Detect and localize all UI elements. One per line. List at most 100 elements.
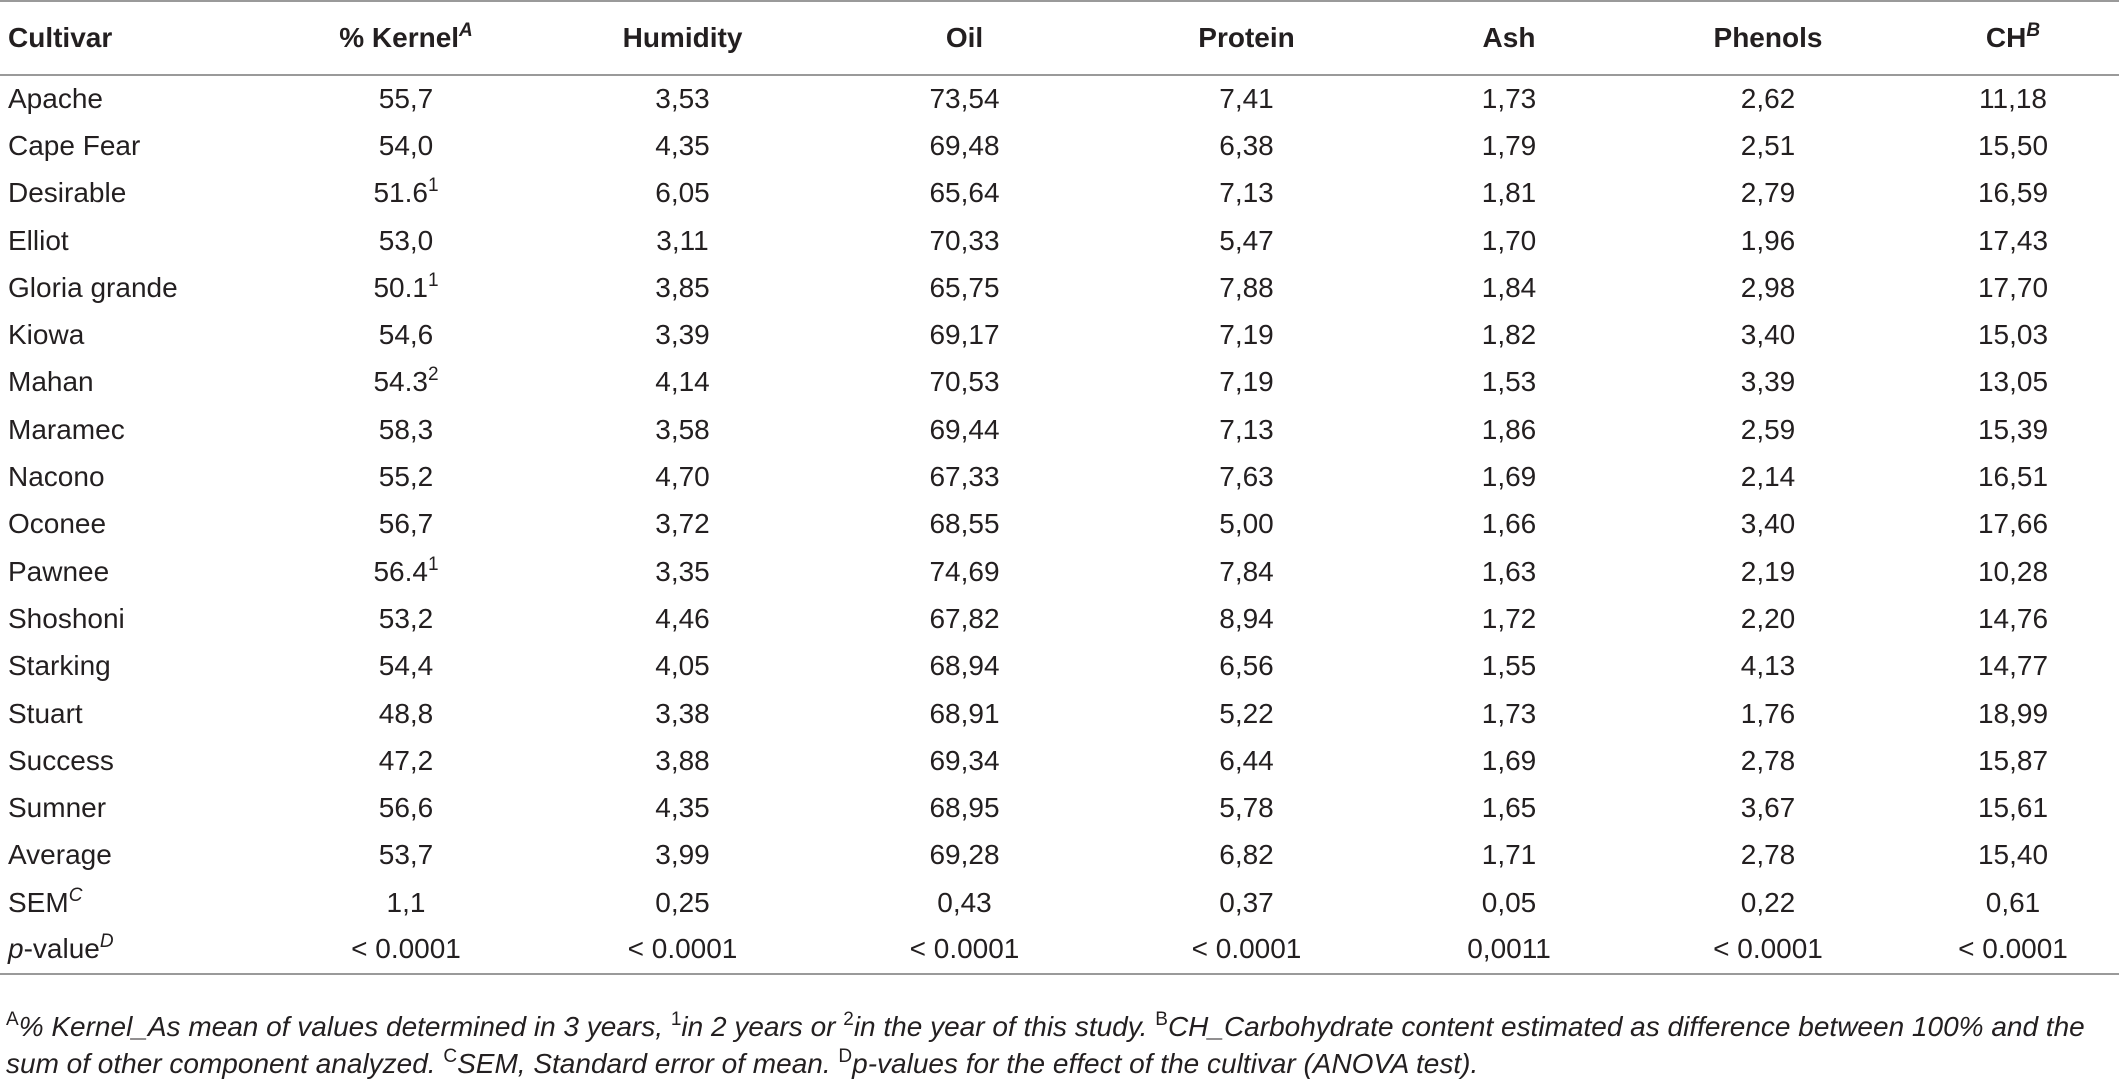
cell-value: 1,72	[1481, 602, 1537, 634]
cell-value: 5,78	[1219, 792, 1274, 824]
value-cell-humidity: 3,38	[540, 690, 825, 737]
cell-value: 16,51	[1977, 461, 2049, 493]
cell-value: 6,82	[1219, 839, 1274, 871]
cell-value: 1,82	[1481, 319, 1537, 351]
value-cell-phenols: 2,51	[1629, 122, 1907, 169]
column-header: Phenols	[1629, 0, 1907, 76]
cell-value: < 0.0001	[1713, 933, 1823, 965]
value-cell-kernel: 56,7	[272, 501, 540, 548]
value-cell-kernel: 58,3	[272, 406, 540, 453]
footnote-marker: B	[1155, 1009, 1168, 1030]
value-cell-humidity: 6,05	[540, 170, 825, 217]
nutrient-composition-table: Cultivar % KernelA Humidity Oil Protein Ash Ph…	[0, 0, 2119, 975]
cell-value: 74,69	[929, 555, 1000, 587]
cell-value: 17,43	[1977, 224, 2049, 256]
value-cell-ash: 1,84	[1389, 264, 1629, 311]
row-label-cell: Maramec	[0, 406, 272, 453]
value-cell-ash: 1,82	[1389, 311, 1629, 358]
cell-value: 70,53	[929, 366, 1000, 398]
value-cell-protein: 8,94	[1104, 595, 1389, 642]
cell-value: 17,66	[1977, 508, 2049, 540]
cell-value: 15,39	[1977, 413, 2049, 445]
cell-value: 4,46	[655, 602, 710, 634]
cell-value: 8,94	[1219, 602, 1274, 634]
row-label: Cape Fear	[8, 129, 141, 161]
cell-value: 1,63	[1481, 555, 1537, 587]
cell-value: 0,05	[1481, 886, 1537, 918]
value-cell-oil: 68,91	[825, 690, 1104, 737]
column-header: Oil	[825, 0, 1104, 76]
cell-value: 65,75	[929, 271, 1000, 303]
table-footnotes: A% Kernel_As mean of values determined i…	[6, 1008, 2106, 1082]
row-label-cell: Stuart	[0, 690, 272, 737]
table-row: Oconee 56,7 3,72 68,55 5,00 1,66 3,40 17,66	[0, 501, 2119, 548]
cell-value: 14,77	[1977, 650, 2049, 682]
row-label: Elliot	[8, 224, 69, 256]
value-cell-phenols: 2,78	[1629, 832, 1907, 879]
value-cell-kernel: 54,6	[272, 311, 540, 358]
cell-value: 0,22	[1740, 886, 1796, 918]
table-row: Sumner 56,6 4,35 68,95 5,78 1,65 3,67 15,61	[0, 784, 2119, 831]
table-row: Shoshoni 53,2 4,46 67,82 8,94 1,72 2,20 14,76	[0, 595, 2119, 642]
value-cell-oil: 65,64	[825, 170, 1104, 217]
value-cell-ash: 1,69	[1389, 453, 1629, 500]
value-cell-humidity: 4,35	[540, 122, 825, 169]
footnote-text: in 2 years or	[681, 1011, 844, 1042]
value-cell-kernel: < 0.0001	[272, 926, 540, 975]
value-cell-protein: 7,63	[1104, 453, 1389, 500]
cell-value: < 0.0001	[627, 933, 738, 965]
row-label: Stuart	[8, 697, 83, 729]
cell-value: 3,38	[655, 697, 710, 729]
cell-value: 54,6	[378, 319, 434, 351]
cell-value: 3,88	[655, 744, 710, 776]
row-label-cell: Oconee	[0, 501, 272, 548]
value-cell-kernel: 55,2	[272, 453, 540, 500]
row-label-suffix: -value	[23, 933, 100, 965]
value-cell-humidity: 4,46	[540, 595, 825, 642]
row-label-cell: Cape Fear	[0, 122, 272, 169]
row-label: Apache	[8, 83, 103, 115]
cell-value: 2,59	[1740, 413, 1796, 445]
value-cell-ch: < 0.0001	[1907, 926, 2119, 975]
row-label-cell: Starking	[0, 643, 272, 690]
cell-value: 3,85	[655, 271, 710, 303]
cell-value: 47,2	[378, 744, 434, 776]
value-cell-ash: 1,81	[1389, 170, 1629, 217]
value-cell-phenols: 3,40	[1629, 501, 1907, 548]
cell-value: 1,71	[1481, 839, 1537, 871]
column-header-label: CH	[1985, 22, 2027, 53]
table-row: Maramec 58,3 3,58 69,44 7,13 1,86 2,59 15,39	[0, 406, 2119, 453]
cell-value: 67,82	[929, 602, 1000, 634]
cell-value: 3,72	[655, 508, 710, 540]
value-cell-ash: 1,73	[1389, 690, 1629, 737]
value-cell-ch: 15,40	[1907, 832, 2119, 879]
value-cell-protein: 7,19	[1104, 359, 1389, 406]
row-label-cell: p-valueD	[0, 926, 272, 975]
value-cell-humidity: 4,14	[540, 359, 825, 406]
cell-value: 7,13	[1219, 413, 1274, 445]
value-cell-phenols: 1,76	[1629, 690, 1907, 737]
row-label: p	[8, 933, 24, 965]
row-label-superscript: D	[99, 931, 114, 953]
column-header-superscript: B	[2026, 20, 2041, 41]
value-cell-ch: 15,39	[1907, 406, 2119, 453]
cell-value: 54.3	[373, 366, 428, 398]
value-cell-oil: 69,34	[825, 737, 1104, 784]
cell-value: 2,79	[1740, 177, 1796, 209]
cell-value: 1,81	[1481, 177, 1537, 209]
value-cell-ch: 13,05	[1907, 359, 2119, 406]
value-cell-oil: 69,17	[825, 311, 1104, 358]
column-header-label: Oil	[945, 22, 984, 53]
footnote-marker: D	[838, 1046, 853, 1067]
cell-value: 14,76	[1977, 602, 2049, 634]
row-label: Gloria grande	[8, 271, 178, 303]
cell-value: 67,33	[929, 461, 1000, 493]
value-cell-ash: 1,73	[1389, 75, 1629, 122]
value-cell-protein: 5,22	[1104, 690, 1389, 737]
value-cell-protein: 0,37	[1104, 879, 1389, 926]
value-cell-ash: 1,66	[1389, 501, 1629, 548]
cell-value: 4,70	[655, 461, 710, 493]
cell-value: 53,2	[378, 602, 434, 634]
column-header-label: Humidity	[622, 22, 743, 53]
value-cell-ch: 18,99	[1907, 690, 2119, 737]
